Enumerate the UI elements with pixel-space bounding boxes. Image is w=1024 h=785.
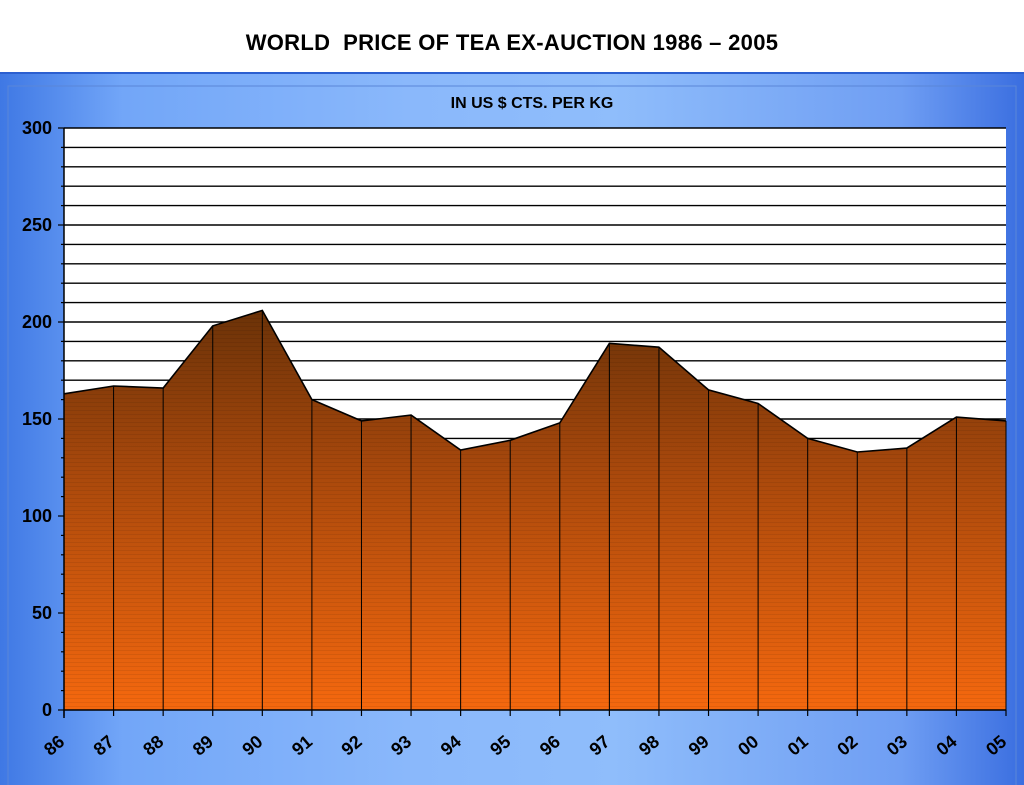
x-tick-label: 02 (833, 731, 861, 759)
area-chart: IN US $ CTS. PER KG 86 87 88 89 90 91 92 93 94 95… (7, 85, 1017, 785)
x-tick-label: 99 (685, 731, 713, 759)
y-tick-label: 200 (22, 312, 52, 332)
y-tick-label: 300 (22, 118, 52, 138)
x-tick-label: 95 (486, 731, 514, 759)
y-tick-label: 0 (42, 700, 52, 720)
series-line (63, 309, 1007, 453)
x-tick-label: 00 (734, 731, 762, 759)
unit-label: IN US $ CTS. PER KG (451, 95, 614, 112)
chart-title: WORLD PRICE OF TEA EX-AUCTION 1986 – 200… (245, 30, 779, 55)
x-tick-label: 01 (784, 731, 812, 759)
x-tick-label: 90 (238, 731, 266, 759)
x-tick-label: 03 (883, 731, 911, 759)
y-tick-label: 50 (32, 603, 52, 623)
x-tick-label: 92 (338, 731, 366, 759)
plot-area-outline (7, 85, 1017, 785)
x-tick-label: 88 (139, 731, 167, 759)
x-tick-label: 97 (585, 731, 613, 759)
x-tick-label: 05 (982, 731, 1010, 759)
x-axis-labels: 86 87 88 89 90 91 92 93 94 95 96 97 98 99 00 01 02 03 04 05 (40, 731, 1010, 759)
x-tick-label: 93 (387, 731, 415, 759)
x-tick-label: 86 (40, 731, 68, 759)
y-axis-labels: 0 50 100 150 200 250 300 (22, 118, 52, 720)
x-tick-label: 94 (437, 731, 465, 759)
chart-panel: IN US $ CTS. PER KG 86 87 88 89 90 91 92 93 94 95… (0, 72, 1024, 785)
y-tick-label: 250 (22, 215, 52, 235)
x-tick-label: 04 (932, 731, 960, 759)
area-texture (64, 310, 1006, 710)
y-tick-label: 100 (22, 506, 52, 526)
x-tick-label: 91 (288, 731, 316, 759)
y-tick-label: 150 (22, 409, 52, 429)
x-tick-label: 87 (90, 731, 118, 759)
x-tick-label: 96 (536, 731, 564, 759)
x-tick-label: 98 (635, 731, 663, 759)
data-series (63, 309, 1007, 710)
axes (58, 127, 1007, 718)
x-tick-label: 89 (189, 731, 217, 759)
